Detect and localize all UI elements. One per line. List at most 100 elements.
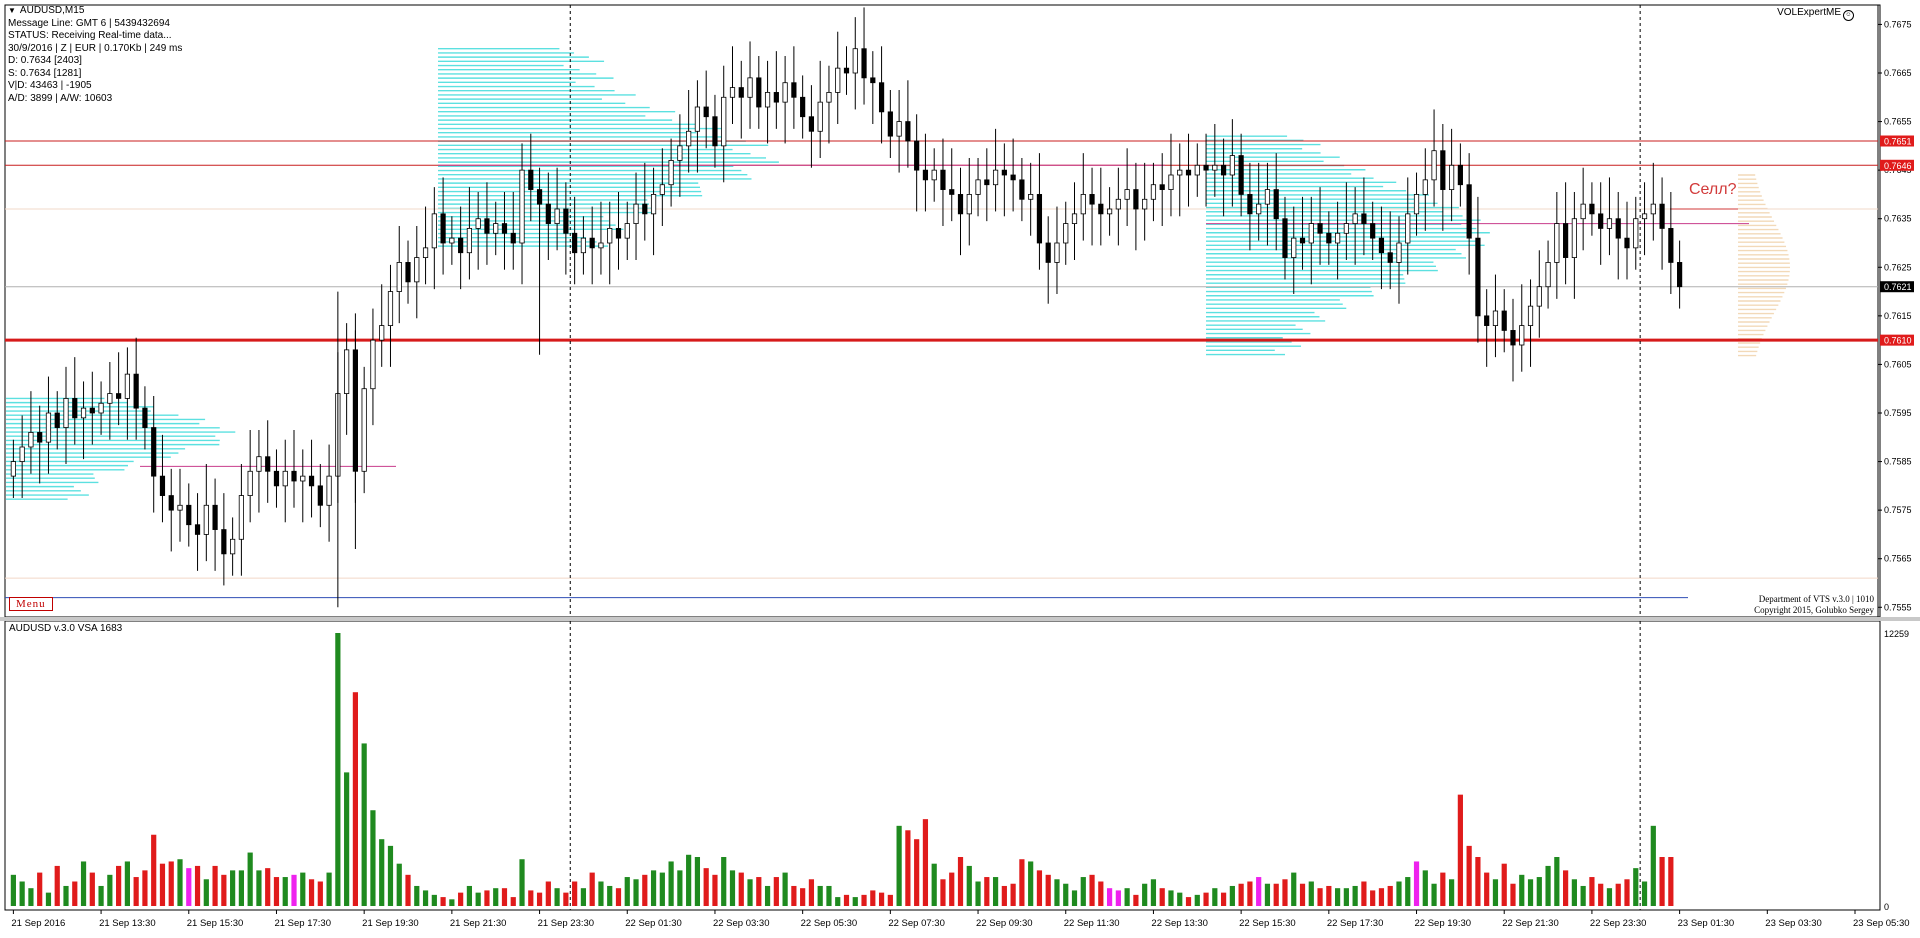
x-tick-label: 21 Sep 13:30 [99, 918, 156, 929]
volume-bar [1001, 885, 1007, 906]
candle-bull [607, 228, 613, 244]
volume-bar [203, 879, 209, 906]
candle-bull [1413, 194, 1420, 215]
y-tick-label: 0.7585 [1884, 457, 1912, 467]
candle-bull [422, 247, 429, 258]
volume-bar [317, 881, 323, 906]
y-tick-label: 0.7615 [1884, 311, 1912, 321]
volume-bar [1659, 857, 1665, 906]
x-tick-label: 22 Sep 05:30 [801, 918, 858, 929]
candle-bear [1185, 169, 1192, 176]
volume-bar [493, 888, 499, 906]
candle-bull [1150, 184, 1157, 200]
info-line-ad: A/D: 3899 | A/W: 10603 [8, 92, 113, 104]
candle-bear [563, 208, 569, 234]
price-tag [1880, 159, 1914, 171]
volume-bar [10, 874, 16, 906]
volume-bar [1615, 883, 1621, 906]
volume-bar [659, 872, 665, 906]
volume-bar [291, 874, 297, 906]
volume-bar [300, 872, 306, 906]
candle-bull [1142, 198, 1148, 210]
volume-bar [642, 874, 648, 906]
candle-bull [80, 407, 87, 419]
candle-bear [870, 77, 876, 84]
candle-bear [922, 169, 929, 181]
candle-bear [1440, 150, 1446, 190]
volume-bar [984, 877, 990, 906]
candle-bull [729, 87, 736, 98]
volume-bar [1308, 881, 1314, 906]
candle-bear [1036, 194, 1043, 244]
price-tag [1880, 281, 1914, 293]
candle-bear [510, 232, 516, 244]
candle-bull [624, 223, 630, 239]
price-tag-label: 0.7651 [1884, 137, 1912, 147]
candle-bear [984, 179, 990, 186]
candle-bear [273, 470, 280, 487]
volume-bar [282, 877, 288, 906]
candle-bear [589, 237, 595, 249]
price-tag-label: 0.7610 [1884, 336, 1912, 346]
candle-bull [1405, 213, 1411, 244]
candle-bear [1326, 232, 1332, 244]
volume-bar [344, 772, 350, 906]
candle-bear [800, 96, 806, 118]
candle-bear [1282, 218, 1288, 258]
volume-bar [677, 870, 683, 906]
volume-bar [247, 852, 253, 906]
candle-bull [633, 203, 639, 224]
collapse-triangle-icon[interactable]: ▼ [8, 6, 16, 15]
volume-bar [98, 885, 104, 906]
volume-bar [966, 865, 972, 906]
candle-bull [1580, 203, 1586, 220]
candle-bear [949, 189, 955, 195]
candle-bear [1668, 228, 1674, 263]
x-tick-label: 22 Sep 11:30 [1064, 918, 1120, 929]
volume-bar [449, 899, 455, 906]
candle-bear [458, 237, 464, 254]
candle-bull [668, 160, 674, 186]
volume-bar [1159, 888, 1165, 906]
volume-bar [422, 890, 429, 906]
volume-bar [1317, 888, 1323, 906]
candle-bull [896, 121, 902, 137]
candle-bull [466, 228, 473, 254]
volume-bar [1396, 881, 1402, 906]
volume-bar [1282, 879, 1288, 906]
volume-bar [212, 865, 218, 906]
candle-bull [1071, 213, 1078, 224]
candle-bear [212, 504, 218, 530]
volume-bar [1212, 888, 1218, 906]
volume-bar [133, 877, 139, 906]
candle-bear [151, 427, 157, 477]
volume-bar [1352, 885, 1358, 906]
candle-bear [194, 524, 201, 535]
candle-bull [379, 325, 385, 341]
candle-bear [1563, 223, 1569, 258]
x-tick-label: 22 Sep 21:30 [1502, 918, 1559, 929]
candle-bear [1598, 213, 1604, 229]
volume-bar [1343, 888, 1349, 906]
volume-bar [1247, 881, 1253, 906]
candle-bull [387, 291, 394, 326]
volume-bar [1264, 883, 1271, 906]
candle-bear [1010, 174, 1016, 181]
candle-bear [1045, 242, 1051, 263]
candle-bull [361, 388, 367, 472]
volume-bar [817, 885, 823, 906]
expert-name[interactable]: VOLExpertME ☺ [1777, 7, 1854, 21]
volume-bar [554, 888, 560, 906]
candle-bear [905, 121, 911, 142]
candle-bear [1203, 164, 1209, 171]
candle-bull [230, 538, 236, 555]
watermark-line-1: Department of VTS v.3.0 | 1010 [1758, 594, 1874, 604]
candle-bull [238, 495, 244, 540]
candle-bull [1334, 232, 1341, 244]
volume-bar [1177, 892, 1183, 906]
volume-bar [633, 879, 639, 906]
menu-button[interactable]: Menu [9, 597, 53, 611]
candle-bear [1510, 330, 1516, 346]
volume-bar [221, 874, 227, 906]
